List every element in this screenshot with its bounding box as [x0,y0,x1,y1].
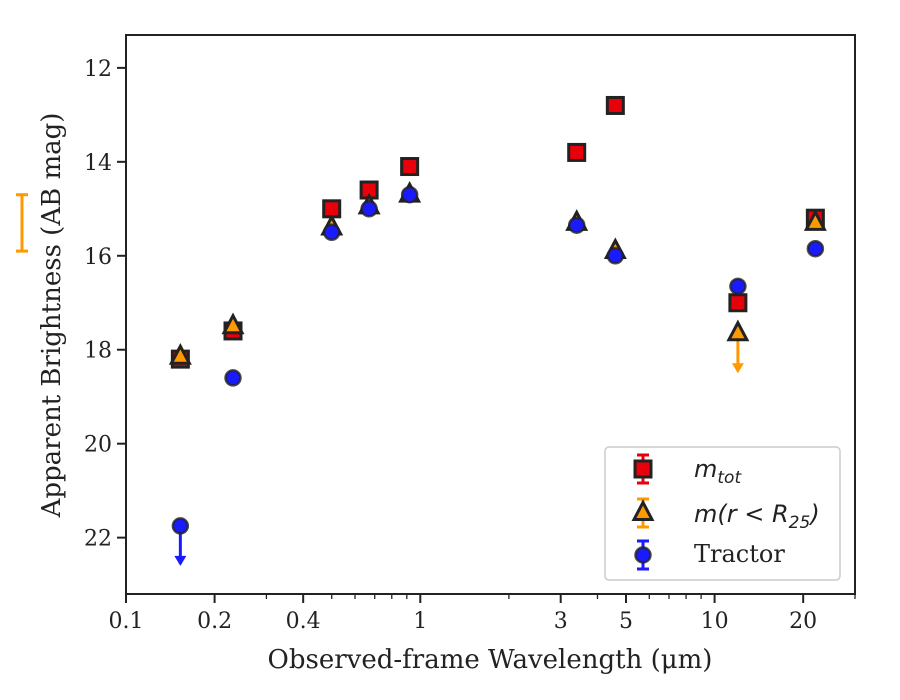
y-tick-label: 16 [84,245,112,270]
data-point-m-r25 [803,209,827,231]
legend-label-tractor: Tractor [694,540,785,568]
axis-ticks: 0.1 0.2 0.4 1 3 5 10 20 12 14 16 18 20 22 [84,57,856,634]
plot-area-frame [125,34,856,595]
legend-box [604,446,841,581]
y-axis-label: Apparent Brightness (AB mag) [37,113,67,519]
x-tick-label: 1 [413,609,427,634]
y-tick-label: 20 [84,433,112,458]
x-tick-label: 0.2 [197,609,232,634]
data-point-tractor [224,369,242,387]
y-tick-label: 22 [84,527,112,552]
data-point-tractor [567,216,586,234]
data-point-m-tot [567,142,587,162]
legend-label-m-r25: m(r < R25) [694,500,820,533]
series-m-r25 [16,180,827,374]
data-points [16,95,827,566]
x-tick-label: 0.1 [109,609,144,634]
data-point-m-r25 [726,319,750,342]
x-tick-label: 5 [619,609,633,634]
data-point-m-r25 [168,343,192,365]
y-tick-label: 12 [84,57,112,82]
x-tick-label: 0.4 [286,609,321,634]
data-point-m-tot [605,95,625,115]
data-point-tractor [806,239,825,258]
legend-marker-symbol [631,499,655,521]
data-point-tractor [171,517,190,535]
x-tick-label: 20 [789,609,817,634]
error-bar [16,193,28,253]
data-point-tractor [400,185,419,204]
data-point-m-tot [400,157,420,177]
series-tractor [171,185,825,566]
legend-marker-m-tot [633,453,653,485]
data-point-tractor [322,223,341,242]
legend-marker-symbol [634,546,652,564]
x-tick-label: 3 [554,609,568,634]
data-point-m-tot [728,293,748,313]
data-point-tractor [729,277,747,296]
y-tick-label: 14 [84,151,112,176]
y-tick-label: 18 [84,339,112,364]
legend-marker-symbol [633,459,653,479]
data-point-m-r25 [221,312,245,335]
legend-marker-tractor [634,539,652,571]
data-point-tractor [360,200,378,218]
x-axis-label: Observed-frame Wavelength (μm) [268,645,713,675]
legend-label-m-tot: mtot [694,455,742,488]
upper-limit-head [731,363,744,374]
x-tick-label: 10 [701,609,729,634]
legend-marker-m-r25 [631,497,655,529]
series-m-tot [170,95,825,369]
upper-limit-head [174,555,187,566]
data-point-tractor [606,247,625,265]
legend: mtot m(r < R25) Tractor [604,446,841,581]
